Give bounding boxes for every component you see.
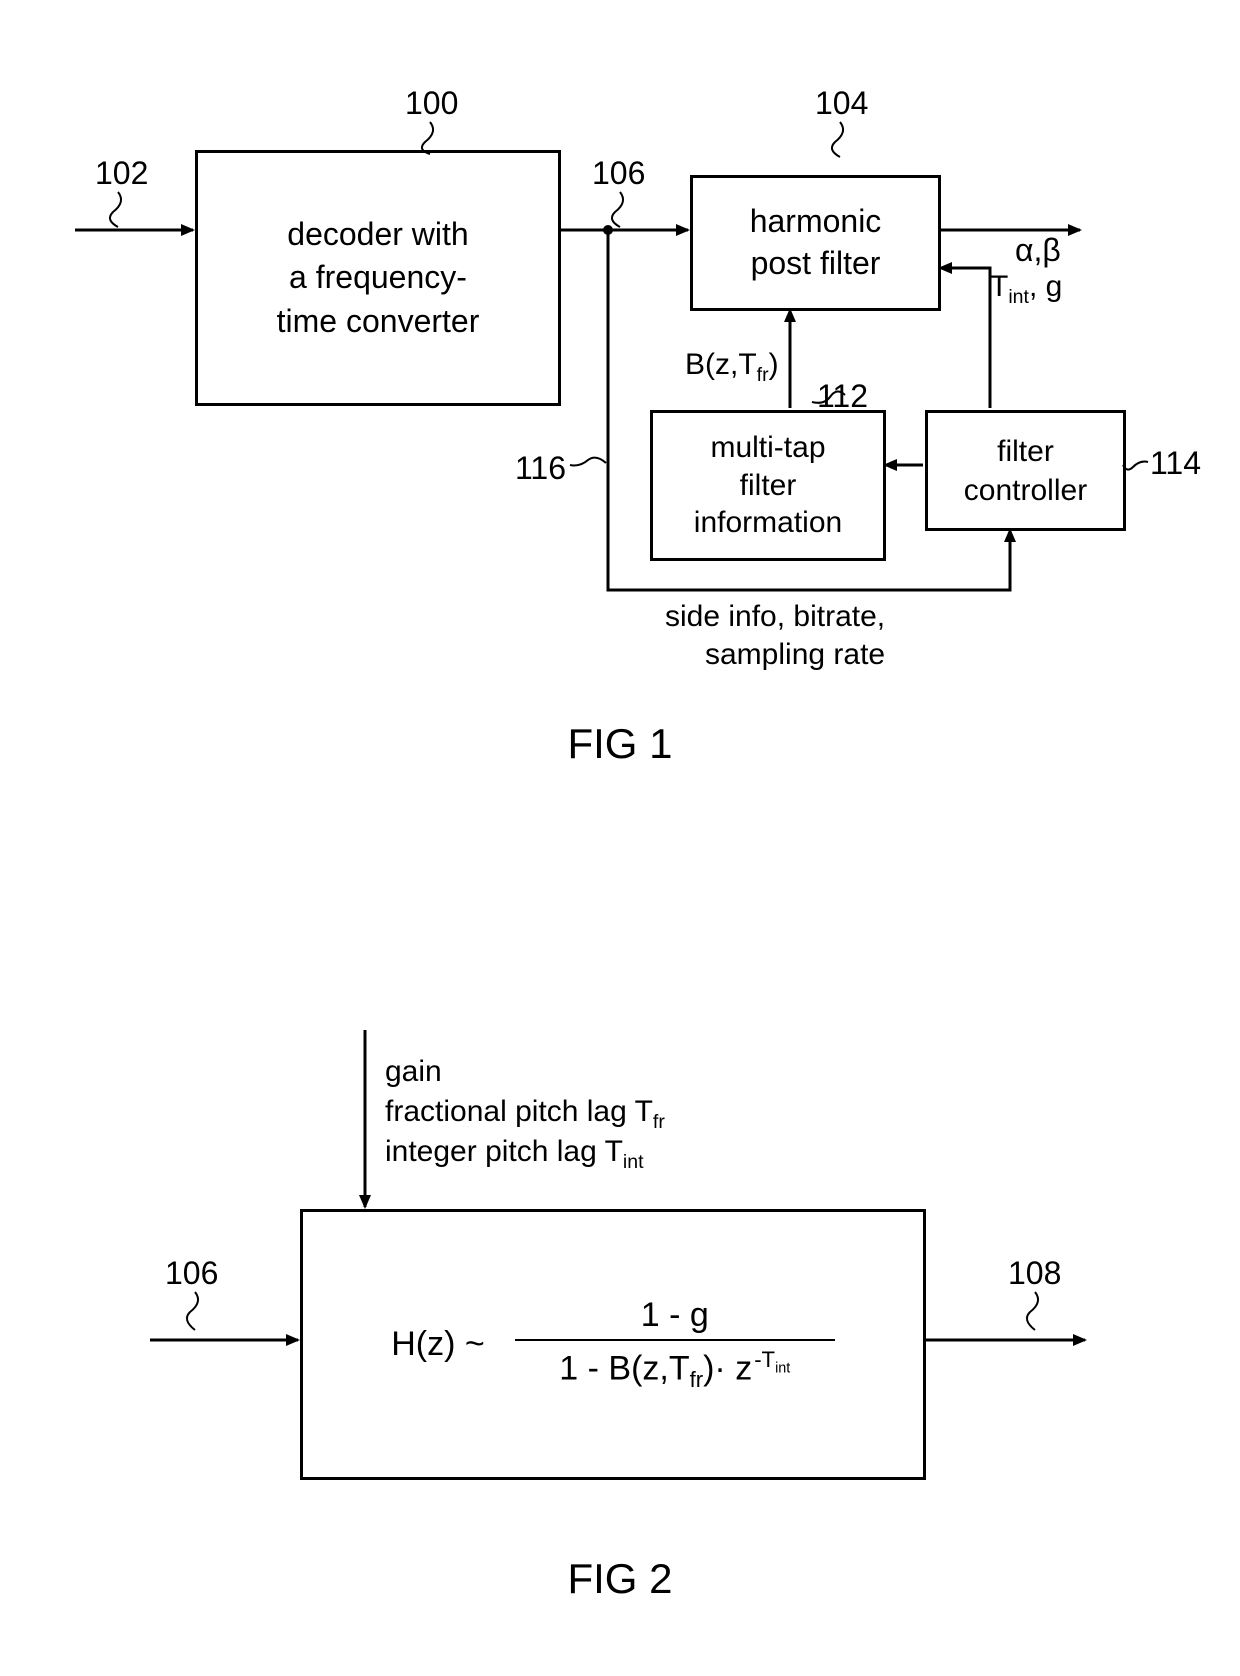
label-sideinfo1: side info, bitrate, (665, 600, 885, 634)
numer: 1 - g (637, 1296, 713, 1339)
fig2-top1: gain (385, 1055, 442, 1089)
box-harmonic-text: harmonic post filter (750, 201, 882, 284)
label-tint-g: Tint, g (990, 270, 1062, 309)
label-bz: B(z,Tfr) (685, 348, 779, 387)
ref-104: 104 (815, 85, 868, 122)
ref-100: 100 (405, 85, 458, 122)
ref-112: 112 (817, 378, 868, 415)
ref-114: 114 (1150, 445, 1201, 482)
box-fig2: H(z) ~ 1 - g 1 - B(z,Tfr)· z-Tint (300, 1209, 926, 1480)
label-alpha-beta: α,β (1015, 232, 1061, 269)
ref-106-fig2: 106 (165, 1255, 218, 1292)
box-multitap-text: multi-tap filter information (694, 429, 842, 542)
fig2-top2: fractional pitch lag Tfr (385, 1095, 665, 1134)
ref-108: 108 (1008, 1255, 1061, 1292)
label-sideinfo2: sampling rate (705, 638, 885, 672)
box-multitap: multi-tap filter information (650, 410, 886, 561)
box-harmonic: harmonic post filter (690, 175, 941, 311)
box-controller-text: filter controller (964, 432, 1087, 510)
box-controller: filter controller (925, 410, 1126, 531)
box-decoder: decoder with a frequency- time converter (195, 150, 561, 406)
ref-116: 116 (515, 450, 566, 487)
page-canvas: decoder with a frequency- time converter… (0, 0, 1240, 1676)
denom: 1 - B(z,Tfr)· z-Tint (559, 1341, 790, 1393)
ref-106-fig1: 106 (592, 155, 645, 192)
fig2-formula: H(z) ~ 1 - g 1 - B(z,Tfr)· z-Tint (391, 1296, 835, 1393)
hz-text: H(z) ~ (391, 1325, 485, 1364)
fig2-top3: integer pitch lag Tint (385, 1135, 644, 1174)
fig1-title: FIG 1 (520, 720, 720, 768)
fig2-title: FIG 2 (520, 1555, 720, 1603)
ref-102: 102 (95, 155, 148, 192)
box-decoder-text: decoder with a frequency- time converter (277, 213, 480, 343)
